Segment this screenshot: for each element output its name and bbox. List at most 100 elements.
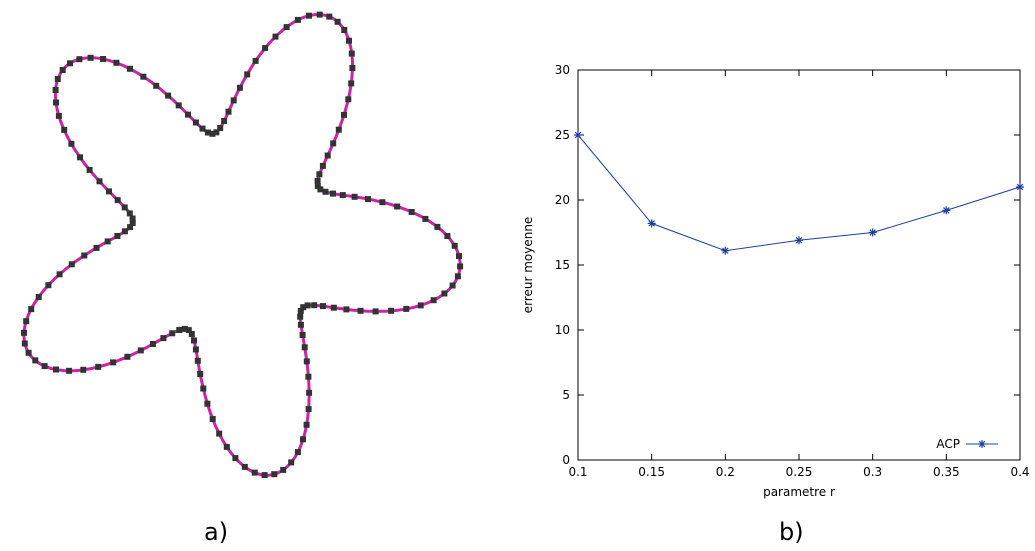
star-marker xyxy=(121,204,128,211)
star-marker xyxy=(330,190,336,197)
star-marker xyxy=(251,469,258,476)
data-point xyxy=(795,236,803,245)
star-marker xyxy=(449,282,456,289)
star-marker xyxy=(334,18,341,25)
line-chart: 0.1 0.15 0.2 0.25 0.3 0.35 0.4 0 5 10 15 20 25 30 ACP… xyxy=(521,63,1030,499)
star-marker xyxy=(188,331,195,337)
star-marker xyxy=(301,344,308,351)
star-marker xyxy=(197,371,204,377)
star-marker xyxy=(304,302,311,309)
star-marker xyxy=(192,346,199,353)
star-marker xyxy=(68,261,75,268)
star-marker xyxy=(160,335,167,342)
star-marker xyxy=(317,186,324,193)
star-marker xyxy=(305,373,312,380)
star-marker xyxy=(297,313,304,320)
star-marker xyxy=(217,125,224,131)
x-tick-label: 0.1 xyxy=(568,465,587,479)
star-marker xyxy=(153,82,160,89)
star-marker xyxy=(348,80,355,87)
star-marker xyxy=(113,59,120,66)
star-marker xyxy=(306,12,312,19)
star-curve-plot xyxy=(21,11,464,479)
star-marker xyxy=(129,220,136,226)
star-marker xyxy=(322,188,329,195)
star-marker xyxy=(330,140,337,147)
star-marker xyxy=(54,76,61,82)
star-marker xyxy=(305,406,312,413)
star-marker xyxy=(457,263,464,270)
star-marker xyxy=(200,385,207,392)
star-marker xyxy=(52,87,59,93)
series-layer xyxy=(574,131,1024,255)
star-marker xyxy=(204,129,211,136)
star-marker xyxy=(87,54,94,61)
star-marker xyxy=(77,154,83,161)
star-marker xyxy=(216,430,223,437)
star-marker xyxy=(330,304,337,311)
y-tick-label: 25 xyxy=(555,128,570,142)
x-axis-label: parametre r xyxy=(763,485,835,499)
y-tick-label: 5 xyxy=(562,388,570,402)
y-axis-label: erreur moyenne xyxy=(521,217,535,314)
star-marker xyxy=(351,193,358,200)
star-marker xyxy=(209,416,216,422)
star-marker xyxy=(194,357,201,364)
star-marker xyxy=(316,171,323,178)
panel-b: 0.1 0.15 0.2 0.25 0.3 0.35 0.4 0 5 10 15 20 25 30 ACP… xyxy=(500,0,1035,551)
star-marker xyxy=(199,125,206,132)
star-marker xyxy=(346,37,352,44)
star-marker xyxy=(181,325,188,332)
x-tick-label: 0.3 xyxy=(863,465,882,479)
star-marker xyxy=(59,67,66,73)
star-marker xyxy=(21,340,28,347)
star-marker xyxy=(23,318,30,325)
star-marker xyxy=(319,162,326,169)
star-marker xyxy=(127,65,133,72)
star-marker xyxy=(311,302,318,309)
star-marker xyxy=(262,45,269,52)
star-marker xyxy=(137,347,144,354)
star-marker xyxy=(41,363,48,370)
x-tick-label: 0.35 xyxy=(933,465,960,479)
star-marker xyxy=(93,244,100,251)
star-marker xyxy=(165,92,172,99)
star-marker xyxy=(81,252,88,259)
star-marker xyxy=(299,332,306,338)
star-marker xyxy=(28,306,35,313)
star-marker xyxy=(185,327,192,334)
x-tick-label: 0.4 xyxy=(1010,465,1029,479)
star-marker xyxy=(456,253,462,260)
star-marker xyxy=(209,130,216,137)
star-marker xyxy=(204,400,211,407)
plot-frame xyxy=(577,69,1021,461)
star-marker xyxy=(45,282,52,289)
star-marker xyxy=(61,126,68,133)
star-marker xyxy=(236,84,243,91)
star-marker xyxy=(225,108,232,115)
star-marker xyxy=(232,455,239,462)
star-marker xyxy=(288,459,295,466)
y-tick-label: 0 xyxy=(562,453,570,467)
star-marker xyxy=(297,307,304,314)
star-marker xyxy=(335,126,342,133)
star-marker xyxy=(66,367,73,374)
star-marker xyxy=(25,349,32,356)
star-marker xyxy=(191,337,197,344)
star-marker xyxy=(169,330,176,337)
y-tick-label: 20 xyxy=(555,193,570,207)
series-line xyxy=(577,134,1021,252)
star-curve-markers xyxy=(21,11,464,479)
star-marker xyxy=(140,73,147,80)
star-marker xyxy=(35,294,42,300)
data-point xyxy=(1016,183,1024,191)
star-marker xyxy=(300,304,307,311)
data-point xyxy=(647,219,656,228)
star-marker xyxy=(53,99,59,106)
star-marker xyxy=(126,210,133,217)
star-marker xyxy=(345,96,352,103)
legend-marker xyxy=(978,440,986,448)
star-marker xyxy=(104,238,111,245)
star-marker xyxy=(244,71,251,78)
star-marker xyxy=(106,188,112,195)
